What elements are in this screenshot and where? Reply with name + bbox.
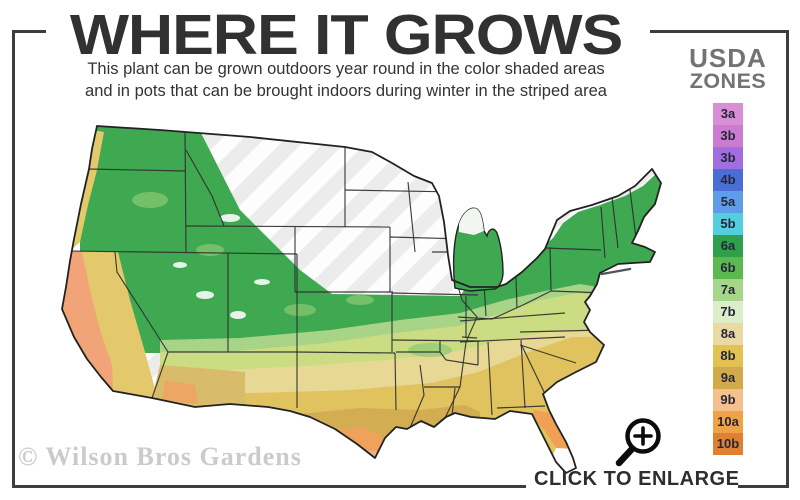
subtitle-line-1: This plant can be grown outdoors year ro… (87, 60, 605, 78)
zone-chip-3b-2: 3b (713, 147, 743, 169)
zone-chip-8b-11: 8b (713, 345, 743, 367)
watermark: © Wilson Bros Gardens (18, 442, 302, 471)
zone-chip-3b-1: 3b (713, 125, 743, 147)
zone-chip-9a-12: 9a (713, 367, 743, 389)
usda-zones-legend-title: USDA ZONES (680, 43, 776, 93)
frame-left (12, 30, 15, 488)
zone-chip-6b-7: 6b (713, 257, 743, 279)
page-title: WHERE IT GROWS (69, 3, 623, 67)
click-to-enlarge-button[interactable]: CLICK TO ENLARGE (534, 468, 740, 490)
frame-top-left (12, 30, 46, 33)
magnifier-plus-icon[interactable] (608, 414, 670, 470)
zone-chip-3a-0: 3a (713, 103, 743, 125)
zone-chip-4b-3: 4b (713, 169, 743, 191)
frame-bottom-right (738, 485, 789, 488)
zone-chip-7a-8: 7a (713, 279, 743, 301)
subtitle: This plant can be grown outdoors year ro… (30, 59, 662, 103)
legend-title-usda: USDA (689, 43, 767, 73)
zone-chip-7b-9: 7b (713, 301, 743, 323)
legend-title-zones: ZONES (689, 68, 767, 93)
frame-bottom-left (12, 485, 526, 488)
zone-chip-10a-14: 10a (713, 411, 743, 433)
frame-top-right (650, 30, 789, 33)
zone-chip-10b-15: 10b (713, 433, 743, 455)
zone-chip-5a-4: 5a (713, 191, 743, 213)
frame-right (786, 30, 789, 488)
zone-chip-9b-13: 9b (713, 389, 743, 411)
zone-chip-5b-5: 5b (713, 213, 743, 235)
usda-zone-legend: 3a 3b 3b 4b 5a 5b 6a 6b 7a 7b 8a 8b 9a 9b 10a 10b (713, 103, 743, 455)
subtitle-line-2: and in pots that can be brought indoors … (85, 81, 607, 100)
zone-chip-6a-6: 6a (713, 235, 743, 257)
zone-chip-8a-10: 8a (713, 323, 743, 345)
